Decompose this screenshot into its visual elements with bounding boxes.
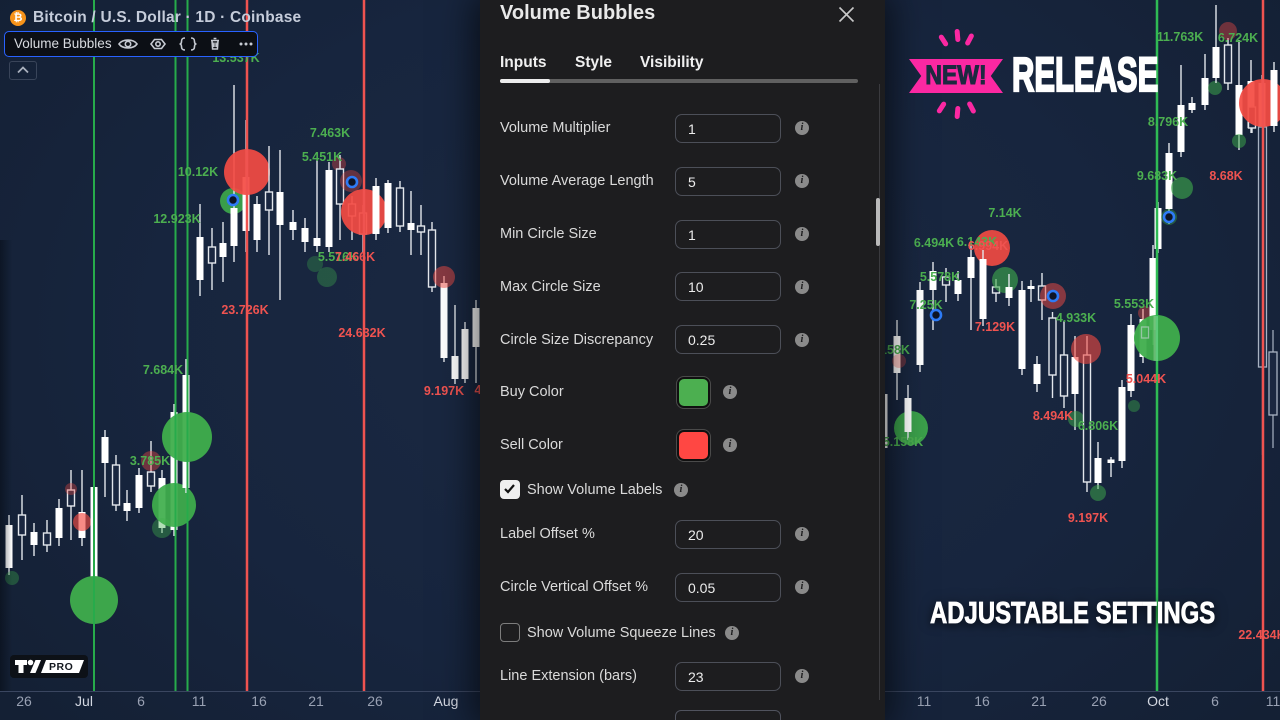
svg-text:11: 11 bbox=[1266, 693, 1280, 709]
svg-text:7.466K: 7.466K bbox=[335, 250, 375, 264]
svg-text:Jul: Jul bbox=[75, 693, 93, 709]
svg-text:11: 11 bbox=[192, 693, 207, 709]
svg-text:5.553K: 5.553K bbox=[1114, 297, 1154, 311]
svg-text:4: 4 bbox=[475, 383, 482, 397]
svg-text:3.785K: 3.785K bbox=[130, 454, 170, 468]
svg-text:26: 26 bbox=[16, 693, 32, 709]
svg-text:22.434K: 22.434K bbox=[1238, 628, 1280, 642]
svg-text:7.684K: 7.684K bbox=[143, 363, 183, 377]
svg-text:7.25K: 7.25K bbox=[909, 298, 942, 312]
svg-text:4.933K: 4.933K bbox=[1056, 311, 1096, 325]
svg-text:21: 21 bbox=[308, 693, 324, 709]
svg-text:21: 21 bbox=[1031, 693, 1047, 709]
svg-text:8.796K: 8.796K bbox=[1148, 115, 1188, 129]
svg-text:Oct: Oct bbox=[1147, 693, 1169, 709]
svg-text:PRO: PRO bbox=[49, 661, 73, 673]
svg-text:7.14K: 7.14K bbox=[988, 206, 1021, 220]
svg-text:7.129K: 7.129K bbox=[975, 320, 1015, 334]
svg-text:11.763K: 11.763K bbox=[1157, 30, 1204, 44]
svg-text:5.158K: 5.158K bbox=[883, 435, 923, 449]
svg-text:8.494K: 8.494K bbox=[1033, 409, 1073, 423]
svg-text:26: 26 bbox=[1091, 693, 1107, 709]
svg-text:6.724K: 6.724K bbox=[1218, 31, 1258, 45]
svg-text:24.632K: 24.632K bbox=[338, 326, 385, 340]
svg-text:7.463K: 7.463K bbox=[310, 126, 350, 140]
svg-text:5.044K: 5.044K bbox=[1126, 372, 1166, 386]
svg-text:16: 16 bbox=[974, 693, 990, 709]
svg-text:5.578K: 5.578K bbox=[920, 270, 960, 284]
svg-text:12.923K: 12.923K bbox=[153, 212, 200, 226]
svg-text:10.12K: 10.12K bbox=[178, 165, 218, 179]
svg-text:16: 16 bbox=[251, 693, 267, 709]
svg-text:5.516K: 5.516K bbox=[318, 250, 358, 264]
svg-text:8.68K: 8.68K bbox=[1209, 169, 1242, 183]
svg-text:6.806K: 6.806K bbox=[1078, 419, 1118, 433]
svg-text:6.494K: 6.494K bbox=[914, 236, 954, 250]
svg-text:6.994K: 6.994K bbox=[968, 239, 1008, 253]
svg-text:9.197K: 9.197K bbox=[1068, 511, 1108, 525]
svg-text:9.683K: 9.683K bbox=[1137, 169, 1177, 183]
svg-text:23.726K: 23.726K bbox=[221, 303, 268, 317]
svg-text:11: 11 bbox=[917, 693, 932, 709]
svg-text:6: 6 bbox=[137, 693, 145, 709]
svg-text:26: 26 bbox=[367, 693, 383, 709]
svg-text:Aug: Aug bbox=[434, 693, 459, 709]
svg-text:6.143K: 6.143K bbox=[957, 235, 997, 249]
svg-text:158K: 158K bbox=[880, 343, 910, 357]
svg-text:6: 6 bbox=[1211, 693, 1219, 709]
svg-text:9.197K: 9.197K bbox=[424, 384, 464, 398]
svg-text:5.451K: 5.451K bbox=[302, 150, 342, 164]
